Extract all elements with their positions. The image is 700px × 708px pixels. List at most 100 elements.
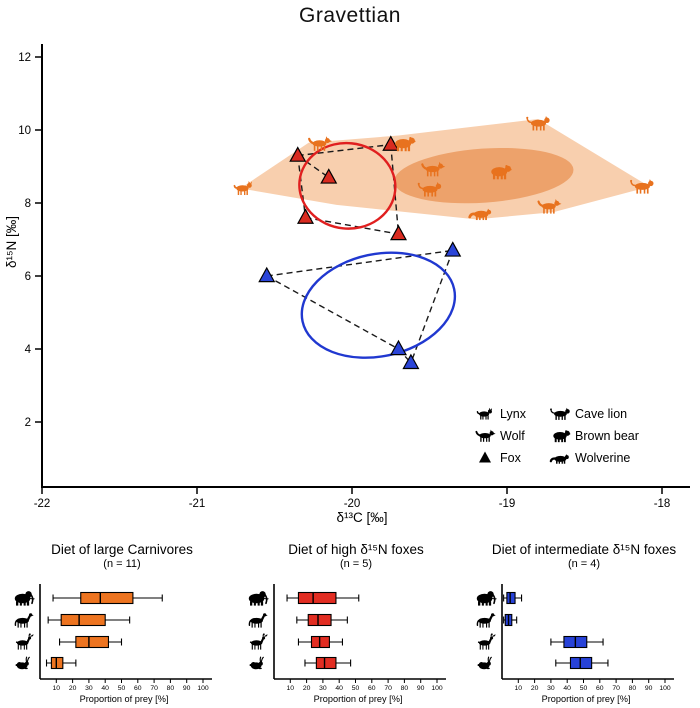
legend-label: Lynx bbox=[500, 407, 527, 421]
intermediate-fox-link bbox=[266, 275, 399, 350]
y-axis-title: δ¹⁵N [‰] bbox=[4, 216, 19, 268]
wolf-icon bbox=[475, 429, 496, 442]
panel-x-tick-label: 90 bbox=[183, 685, 191, 692]
horse-icon bbox=[476, 613, 496, 628]
box bbox=[307, 613, 332, 627]
panel-x-tick-label: 40 bbox=[101, 685, 109, 692]
diet-boxplot-panels: Diet of large Carnivores(n = 11) 10 20 30 40… bbox=[14, 542, 676, 704]
intermediate-fox-link bbox=[266, 249, 453, 277]
high-fox-link bbox=[297, 155, 307, 218]
brown-bear-icon bbox=[395, 136, 416, 152]
x-axis-title: δ¹³C [‰] bbox=[336, 510, 387, 525]
cave-lion-icon bbox=[630, 179, 654, 194]
reindeer-icon bbox=[477, 633, 496, 650]
wolverine-icon bbox=[468, 208, 492, 221]
high-fox-point bbox=[296, 208, 315, 224]
high-fox-point bbox=[320, 168, 338, 184]
legend-label: Cave lion bbox=[575, 407, 627, 421]
wolf-icon bbox=[537, 198, 562, 214]
panel-subtitle: (n = 4) bbox=[568, 558, 600, 570]
box bbox=[297, 591, 337, 605]
wolverine-icon bbox=[549, 454, 569, 464]
panel-x-axis-title: Proportion of prey [%] bbox=[542, 694, 631, 704]
box bbox=[80, 591, 134, 605]
panel-x-tick-label: 20 bbox=[303, 685, 311, 692]
x-tick-label: -18 bbox=[654, 498, 671, 510]
legend-label: Brown bear bbox=[575, 429, 639, 443]
box bbox=[569, 656, 593, 670]
x-tick-label: -22 bbox=[34, 498, 51, 510]
high-fox-point bbox=[382, 135, 400, 151]
panel-title: Diet of large Carnivores bbox=[51, 542, 193, 557]
high-fox-ellipse bbox=[298, 141, 397, 230]
y-tick-label: 8 bbox=[25, 198, 31, 210]
box bbox=[60, 613, 106, 627]
high-fox-point bbox=[389, 224, 408, 241]
intermediate-fox-ellipse bbox=[300, 251, 457, 359]
cave-lion-icon bbox=[417, 182, 442, 197]
panel-x-tick-label: 70 bbox=[384, 685, 392, 692]
panel-x-tick-label: 70 bbox=[612, 685, 620, 692]
isotope-scatter-plot: -22 -21 -20 -19 -18 2 4 6 8 10 12 δ¹³C [‰] δ¹⁵N [‰] L… bbox=[4, 44, 690, 525]
panel-x-tick-label: 30 bbox=[547, 685, 555, 692]
panel-x-tick-label: 20 bbox=[531, 685, 539, 692]
horse-icon bbox=[248, 613, 268, 628]
y-tick-label: 12 bbox=[18, 52, 31, 64]
panel-x-tick-label: 90 bbox=[645, 685, 653, 692]
panel-x-tick-label: 40 bbox=[563, 685, 571, 692]
lynx-icon bbox=[476, 407, 492, 420]
hare-icon bbox=[477, 656, 492, 670]
figure-title: Gravettian bbox=[299, 4, 401, 27]
y-tick-label: 2 bbox=[25, 417, 31, 429]
panel-x-tick-label: 100 bbox=[197, 685, 209, 692]
panel-x-tick-label: 90 bbox=[417, 685, 425, 692]
panel-x-axis-title: Proportion of prey [%] bbox=[80, 694, 169, 704]
panel-x-tick-label: 80 bbox=[167, 685, 175, 692]
box bbox=[310, 635, 330, 649]
panel-x-tick-label: 10 bbox=[287, 685, 295, 692]
panel-x-tick-label: 10 bbox=[53, 685, 61, 692]
y-tick-label: 4 bbox=[25, 344, 32, 356]
reindeer-icon bbox=[15, 633, 34, 650]
panel-x-tick-label: 50 bbox=[352, 685, 360, 692]
legend-label: Wolf bbox=[500, 429, 525, 443]
carnivore-core-ellipse bbox=[394, 147, 574, 204]
intermediate-fox-point bbox=[402, 353, 420, 370]
box bbox=[506, 591, 516, 605]
legend-label: Wolverine bbox=[575, 451, 630, 465]
x-tick-label: -20 bbox=[344, 498, 361, 510]
box bbox=[315, 656, 337, 670]
hare-icon bbox=[249, 656, 264, 670]
panel-subtitle: (n = 11) bbox=[103, 558, 140, 570]
x-tick-label: -21 bbox=[189, 498, 206, 510]
panel-x-tick-label: 80 bbox=[401, 685, 409, 692]
high-fox-point bbox=[289, 146, 307, 162]
brown-bear-icon bbox=[553, 430, 571, 443]
y-tick-label: 10 bbox=[18, 125, 31, 137]
panel-x-axis-title: Proportion of prey [%] bbox=[314, 694, 403, 704]
panel-x-tick-label: 30 bbox=[85, 685, 93, 692]
intermediate-fox-point bbox=[389, 339, 408, 356]
panel-x-tick-label: 40 bbox=[335, 685, 343, 692]
cave-lion-icon bbox=[526, 115, 550, 131]
panel-x-tick-label: 70 bbox=[150, 685, 158, 692]
y-tick-label: 6 bbox=[25, 271, 31, 283]
legend-label: Fox bbox=[500, 451, 522, 465]
high-fox-link bbox=[297, 154, 330, 179]
horse-icon bbox=[14, 613, 34, 628]
wolf-icon bbox=[308, 136, 333, 151]
panel-x-tick-label: 10 bbox=[515, 685, 523, 692]
panel-x-tick-label: 50 bbox=[118, 685, 126, 692]
cave-lion-icon bbox=[550, 407, 570, 420]
panel-x-tick-label: 80 bbox=[629, 685, 637, 692]
hare-icon bbox=[15, 656, 30, 670]
reindeer-icon bbox=[249, 633, 268, 650]
wolf-icon bbox=[421, 161, 446, 177]
lynx-icon bbox=[233, 180, 252, 196]
panel-x-tick-label: 60 bbox=[596, 685, 604, 692]
panel-subtitle: (n = 5) bbox=[340, 558, 372, 570]
box bbox=[75, 635, 110, 649]
mammoth-icon bbox=[248, 591, 269, 606]
mammoth-icon bbox=[14, 591, 35, 606]
panel-x-tick-label: 100 bbox=[659, 685, 671, 692]
